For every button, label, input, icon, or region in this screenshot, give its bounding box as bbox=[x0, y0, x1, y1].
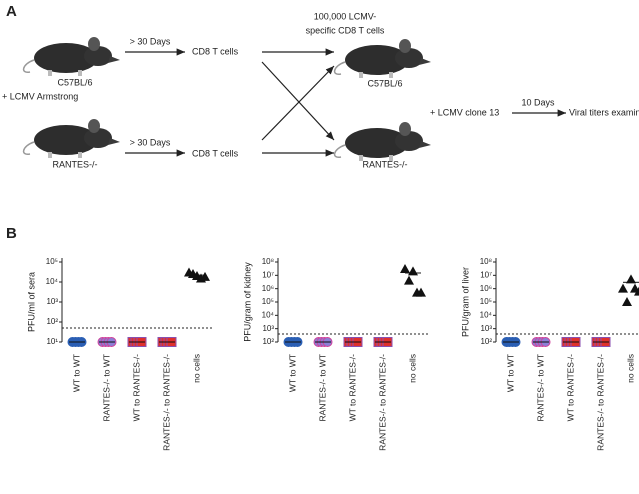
cells-label: CD8 T cells bbox=[192, 148, 239, 158]
chart: PFU/gram of kidney 10² 10³ 10⁴ 10⁵ 10⁶ 10⁷ 10⁸ W… bbox=[242, 257, 428, 451]
strain-label: C57BL/6 bbox=[57, 77, 92, 87]
x-tick-label: RANTES-/- to WT bbox=[317, 354, 327, 422]
x-tick-label: no cells bbox=[625, 354, 635, 383]
mouse-icon bbox=[22, 118, 121, 159]
y-tick-label: 10⁶ bbox=[262, 284, 274, 293]
y-tick-label: 10³ bbox=[480, 324, 492, 333]
x-tick-label: WT to WT bbox=[505, 354, 515, 392]
chart: PFU/ml of sera 10¹ 10² 10³ 10⁴ 10⁵ WT to WT RAN… bbox=[26, 257, 212, 451]
interval-label: 10 Days bbox=[521, 97, 555, 107]
y-tick-label: 10⁸ bbox=[262, 257, 274, 266]
y-tick-label: 10⁴ bbox=[46, 277, 59, 286]
data-point bbox=[400, 263, 410, 273]
x-tick-label: WT to RANTES-/- bbox=[565, 354, 575, 422]
outcome-label: Viral titers examined bbox=[569, 107, 639, 117]
arrow bbox=[261, 61, 335, 141]
y-tick-label: 10⁵ bbox=[46, 257, 58, 266]
y-tick-label: 10² bbox=[480, 337, 492, 346]
data-point bbox=[404, 275, 414, 285]
x-tick-label: no cells bbox=[191, 354, 201, 383]
infection-label: + LCMV clone 13 bbox=[430, 107, 499, 117]
y-tick-label: 10³ bbox=[46, 297, 58, 306]
data-point bbox=[200, 271, 210, 281]
data-point bbox=[622, 297, 632, 306]
panel-label: B bbox=[6, 225, 17, 242]
y-tick-label: 10² bbox=[262, 337, 274, 346]
y-tick-label: 10⁴ bbox=[262, 310, 275, 319]
data-point bbox=[630, 283, 639, 293]
data-point bbox=[408, 266, 418, 276]
x-tick-label: RANTES-/- to RANTES-/- bbox=[595, 354, 605, 451]
x-tick-label: WT to RANTES-/- bbox=[347, 354, 357, 422]
y-tick-label: 10³ bbox=[262, 324, 274, 333]
transfer-label: specific CD8 T cells bbox=[306, 25, 385, 35]
mouse-icon bbox=[333, 121, 432, 162]
strain-label: C57BL/6 bbox=[367, 78, 402, 88]
y-tick-label: 10⁷ bbox=[262, 270, 274, 279]
panel-a: A C57BL/6 > 30 Days CD8 T cells 100,000 … bbox=[2, 3, 639, 169]
x-tick-label: RANTES-/- to RANTES-/- bbox=[377, 354, 387, 451]
y-tick-label: 10⁸ bbox=[480, 257, 492, 266]
arrow bbox=[261, 65, 335, 141]
interval-label: > 30 Days bbox=[130, 137, 171, 147]
y-axis-title: PFU/gram of liver bbox=[460, 267, 470, 337]
x-tick-label: WT to RANTES-/- bbox=[131, 354, 141, 422]
chart: PFU/gram of liver 10² 10³ 10⁴ 10⁵ 10⁶ 10⁷ 10⁸ WT… bbox=[460, 257, 639, 451]
x-tick-label: RANTES-/- to WT bbox=[535, 354, 545, 422]
y-axis-title: PFU/gram of kidney bbox=[242, 262, 252, 342]
mouse-icon bbox=[333, 38, 432, 79]
x-tick-label: RANTES-/- to RANTES-/- bbox=[161, 354, 171, 451]
transfer-label: 100,000 LCMV- bbox=[314, 11, 377, 21]
y-tick-label: 10⁴ bbox=[480, 310, 493, 319]
data-point bbox=[618, 283, 628, 293]
y-tick-label: 10⁵ bbox=[480, 297, 492, 306]
y-tick-label: 10¹ bbox=[46, 337, 58, 346]
mouse-icon bbox=[22, 36, 121, 77]
y-tick-label: 10⁷ bbox=[480, 270, 492, 279]
x-tick-label: WT to WT bbox=[71, 354, 81, 392]
strain-label: RANTES-/- bbox=[363, 159, 408, 169]
strain-label: RANTES-/- bbox=[53, 159, 98, 169]
y-tick-label: 10² bbox=[46, 317, 58, 326]
cells-label: CD8 T cells bbox=[192, 46, 239, 56]
panel-label: A bbox=[6, 3, 17, 20]
x-tick-label: RANTES-/- to WT bbox=[101, 354, 111, 422]
x-tick-label: WT to WT bbox=[287, 354, 297, 392]
data-point bbox=[626, 274, 636, 284]
y-tick-label: 10⁶ bbox=[480, 284, 492, 293]
infection-label: + LCMV Armstrong bbox=[2, 91, 78, 101]
x-tick-label: no cells bbox=[407, 354, 417, 383]
data-point bbox=[416, 287, 426, 297]
data-point bbox=[634, 286, 639, 296]
y-axis-title: PFU/ml of sera bbox=[26, 272, 36, 332]
interval-label: > 30 Days bbox=[130, 36, 171, 46]
y-tick-label: 10⁵ bbox=[262, 297, 274, 306]
